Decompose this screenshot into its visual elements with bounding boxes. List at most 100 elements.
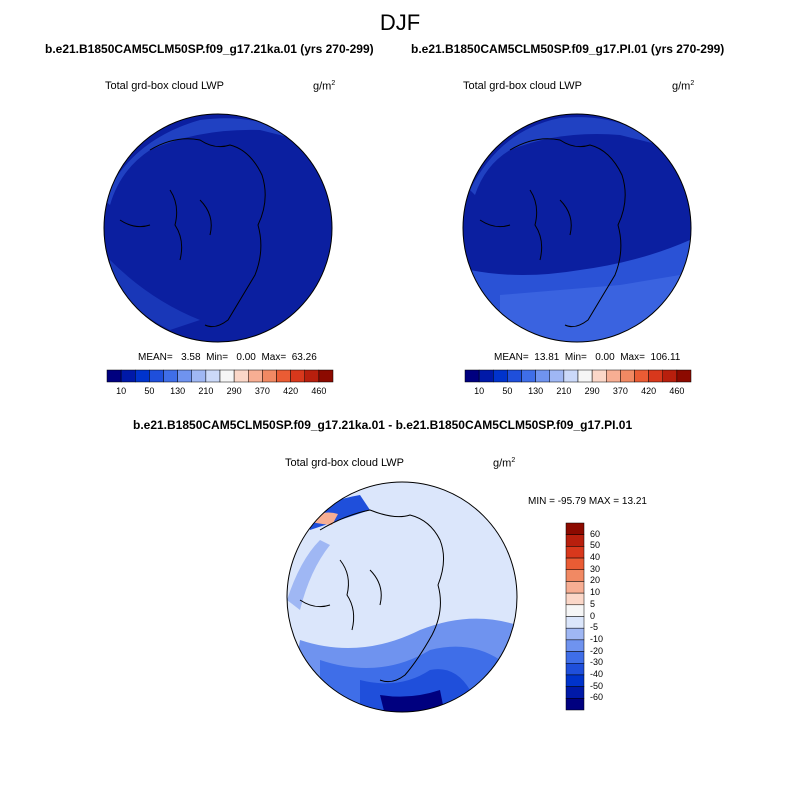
colorbar-right-tick-label: 290 [584,386,600,396]
colorbar-right-swatch [620,369,635,383]
colorbar-difference-swatch [565,569,585,582]
colorbar-right-tick-label: 420 [641,386,657,396]
colorbar-left-swatch [290,369,305,383]
colorbar-right-swatch [563,369,579,383]
panel-right-stats: MEAN= 13.81 Min= 0.00 Max= 106.11 [494,352,681,363]
colorbar-left-swatch [106,369,122,383]
colorbar-difference-tick-label: 30 [590,563,601,574]
colorbar-right-swatch [591,369,607,383]
colorbar-left-swatch [233,369,249,383]
colorbar-left-tick-label: 460 [311,386,327,396]
panel-left-units: g/m2 [313,80,336,93]
colorbar-difference-tick-label: -30 [590,657,604,668]
panel-right-units: g/m2 [672,80,695,93]
colorbar-difference-swatch [565,546,585,559]
colorbar-difference-tick-label: -20 [590,645,604,656]
panel-left-variable: Total grd-box cloud LWP [105,80,225,92]
panel-right-variable: Total grd-box cloud LWP [463,80,583,92]
colorbar-difference-swatch [565,522,585,535]
colorbar-difference-tick-label: 0 [590,610,596,621]
colorbar-right-tick-label: 370 [612,386,628,396]
colorbar-difference-tick-label: 5 [590,598,596,609]
map-right-frame [462,113,692,343]
colorbar-right-tick-label: 460 [669,386,685,396]
colorbar-left-tick-label: 370 [254,386,270,396]
map-left-frame [103,113,333,343]
panel-left-stats: MEAN= 3.58 Min= 0.00 Max= 63.26 [138,352,317,363]
colorbar-left-tick-label: 210 [198,386,214,396]
colorbar-left-swatch [219,369,235,383]
colorbar-difference-swatch [565,698,585,711]
colorbar-left-swatch [304,369,320,383]
panel-right-case-title: b.e21.B1850CAM5CLM50SP.f09_g17.PI.01 (yr… [411,42,725,56]
colorbar-left-swatch [149,369,164,383]
colorbar-right-swatch [676,369,692,383]
colorbar-difference-swatch [565,534,585,547]
colorbar-right-swatch [577,369,593,383]
colorbar-left-swatch [318,369,334,383]
colorbar-difference-tick-label: 20 [590,575,601,586]
colorbar-difference-tick-label: -40 [590,668,604,679]
colorbar-difference-tick-label: -5 [590,622,599,633]
map-left-lgm [104,114,332,342]
colorbar-left-swatch [120,369,136,383]
colorbar-difference-swatch [565,581,585,594]
map-left-coastlines [119,138,266,328]
colorbar-left-tick-label: 10 [116,386,127,396]
colorbar-difference-tick-label: -10 [590,633,604,644]
colorbar-right-tick-label: 130 [528,386,544,396]
colorbar-left [106,369,334,383]
colorbar-left-tick-label: 50 [144,386,155,396]
map-right-coastlines [479,138,626,328]
map-right-cloud-band [470,117,660,195]
colorbar-difference-tick-label: 40 [590,552,601,563]
difference-title: b.e21.B1850CAM5CLM50SP.f09_g17.21ka.01 -… [133,418,633,432]
colorbar-right-tick-label: 210 [556,386,572,396]
colorbar-right-swatch [507,369,522,383]
colorbar-left-tick-label: 290 [226,386,242,396]
map-difference [287,482,517,712]
colorbar-right-swatch [606,369,621,383]
colorbar-difference-swatch [565,639,585,652]
colorbar-difference-swatch [565,557,585,570]
colorbar-right-swatch [464,369,480,383]
map-left-cloud-patch [110,260,200,330]
colorbar-left-swatch [177,369,192,383]
colorbar-right-tick-label: 10 [474,386,485,396]
colorbar-right-tick-label: 50 [502,386,513,396]
colorbar-left-swatch [191,369,207,383]
colorbar-right-swatch [521,369,536,383]
colorbar-left-tick-label: 420 [283,386,299,396]
map-diff-west-negative [287,540,330,610]
colorbar-difference-swatch [565,627,585,641]
colorbar-left-tick-label: 130 [170,386,186,396]
colorbar-difference-tick-label: 50 [590,540,601,551]
colorbar-difference-swatch [565,674,585,687]
colorbar-difference-swatch [565,651,585,664]
colorbar-difference-tick-label: -60 [590,692,604,703]
colorbar-left-swatch [163,369,178,383]
colorbar-difference-swatch [565,686,585,699]
colorbar-left-swatch [248,369,263,383]
colorbar-difference-tick-label: 10 [590,587,601,598]
colorbar-right-swatch [493,369,508,383]
colorbar-left-swatch [205,369,221,383]
colorbar-left-swatch [135,369,150,383]
colorbar-right-swatch [648,369,663,383]
colorbar-difference [565,522,585,711]
colorbar-right-swatch [535,369,550,383]
colorbar-right-swatch [478,369,494,383]
colorbar-difference-swatch [565,616,585,629]
map-difference-coastlines [299,509,444,683]
colorbar-difference-swatch [565,604,585,617]
map-right-pi [463,114,691,342]
difference-minmax: MIN = -95.79 MAX = 13.21 [528,496,647,507]
colorbar-difference-tick-label: 60 [590,528,601,539]
difference-units: g/m2 [493,457,516,470]
difference-variable: Total grd-box cloud LWP [285,457,405,469]
colorbar-left-swatch [262,369,277,383]
colorbar-difference-swatch [565,663,585,676]
colorbar-difference-swatch [565,592,585,606]
colorbar-left-swatch [276,369,291,383]
